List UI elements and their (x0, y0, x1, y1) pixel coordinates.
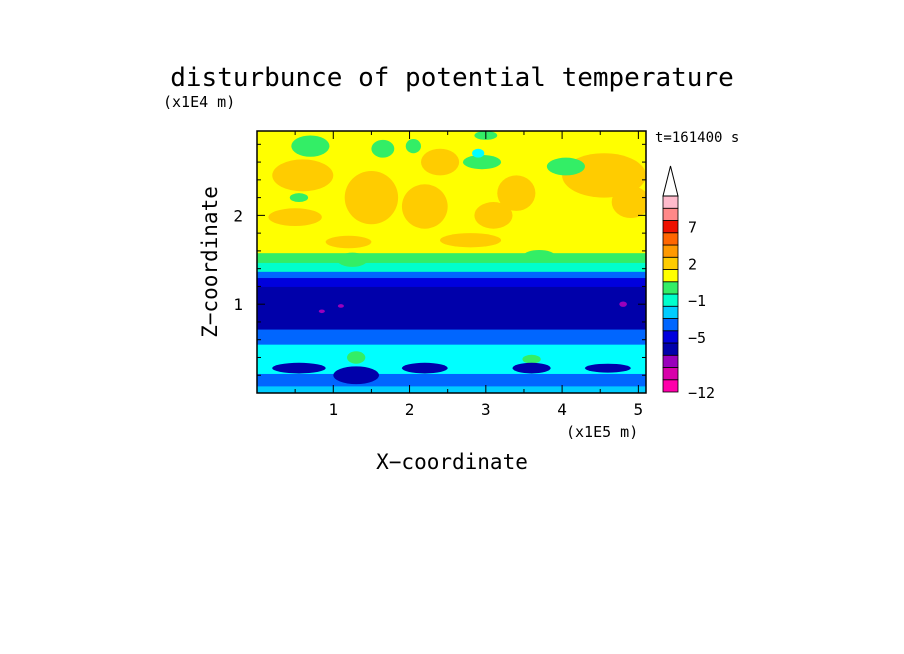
extreme-cold-region (619, 301, 627, 307)
warm-anomaly-region (497, 175, 536, 211)
cool-anomaly-region (522, 354, 541, 364)
colorbar-swatch (662, 220, 679, 234)
warm-anomaly-region (325, 235, 372, 249)
contour-band (257, 329, 646, 345)
colorbar-label: −1 (688, 292, 706, 310)
y-axis-unit: (x1E4 m) (163, 93, 235, 111)
cool-anomaly-region (371, 139, 395, 158)
x-axis: 1 2 3 4 5 (294, 131, 644, 419)
warm-anomaly-region (611, 186, 646, 219)
y-axis-label: Z−coordinate (198, 186, 222, 338)
colorbar-label: −5 (688, 329, 706, 347)
colorbar-swatch (662, 354, 679, 368)
colorbar-swatch (662, 318, 679, 332)
colorbar-swatch (662, 293, 679, 307)
cold-anomaly-region (472, 148, 485, 158)
warm-anomaly-region (401, 184, 448, 229)
colorbar-swatch (662, 244, 679, 258)
x-axis-unit: (x1E5 m) (566, 423, 638, 441)
contour-band (257, 385, 646, 393)
colorbar-label: −12 (688, 384, 715, 402)
colorbar-extend-arrow (662, 165, 679, 197)
warm-anomaly-region (440, 233, 502, 248)
x-tick-label: 1 (328, 400, 338, 419)
plot-frame (256, 130, 647, 394)
y-axis: 12 (233, 143, 646, 376)
colorbar-swatch (662, 281, 679, 295)
x-tick-label: 4 (557, 400, 567, 419)
x-tick-label: 2 (405, 400, 415, 419)
warm-anomaly-region (474, 202, 513, 229)
y-tick-label: 1 (233, 295, 243, 314)
x-tick-label: 3 (481, 400, 491, 419)
extreme-cold-region (337, 304, 344, 308)
colorbar-swatch (662, 342, 679, 356)
colorbar-swatch (662, 367, 679, 381)
strong-cold-region (272, 362, 326, 374)
cool-anomaly-region (405, 138, 421, 154)
contour-band (257, 286, 646, 330)
contour-band (257, 373, 646, 387)
strong-cold-region (333, 366, 380, 385)
cool-anomaly-region (462, 154, 502, 170)
cool-anomaly-region (291, 135, 330, 157)
colorbar-swatch (662, 379, 679, 393)
warm-anomaly-region (272, 159, 334, 192)
chart-title: disturbunce of potential temperature (170, 63, 734, 93)
colorbar-swatch (662, 195, 679, 209)
cool-anomaly-region (289, 193, 309, 203)
colorbar-swatch (662, 269, 679, 283)
extreme-cold-region (318, 309, 325, 314)
contour-band (257, 262, 646, 272)
x-tick-label: 5 (634, 400, 644, 419)
contour-band (257, 277, 646, 287)
y-tick-label: 2 (233, 206, 243, 225)
cool-anomaly-region (523, 250, 555, 261)
warm-anomaly-region (344, 170, 399, 225)
colorbar: 7 2 −1 −5 −12 (662, 165, 715, 402)
colorbar-swatch (662, 207, 679, 221)
strong-cold-region (584, 363, 631, 373)
strong-cold-region (401, 362, 448, 374)
warm-anomaly-region (420, 148, 460, 176)
cool-anomaly-region (347, 351, 366, 364)
colorbar-label: 7 (688, 219, 697, 237)
contour-field (257, 131, 646, 393)
contour-band (257, 271, 646, 279)
cool-anomaly-region (546, 157, 585, 176)
warm-anomaly-region (268, 208, 322, 227)
time-label: t=161400 s (655, 130, 739, 146)
colorbar-label: 2 (688, 255, 697, 273)
colorbar-swatch (662, 330, 679, 344)
colorbar-swatch (662, 305, 679, 319)
colorbar-swatch (662, 232, 679, 246)
x-axis-label: X−coordinate (376, 450, 528, 474)
colorbar-swatch (662, 256, 679, 270)
cool-anomaly-region (337, 252, 368, 267)
contour-band (257, 252, 646, 263)
strong-cold-region (512, 362, 551, 374)
